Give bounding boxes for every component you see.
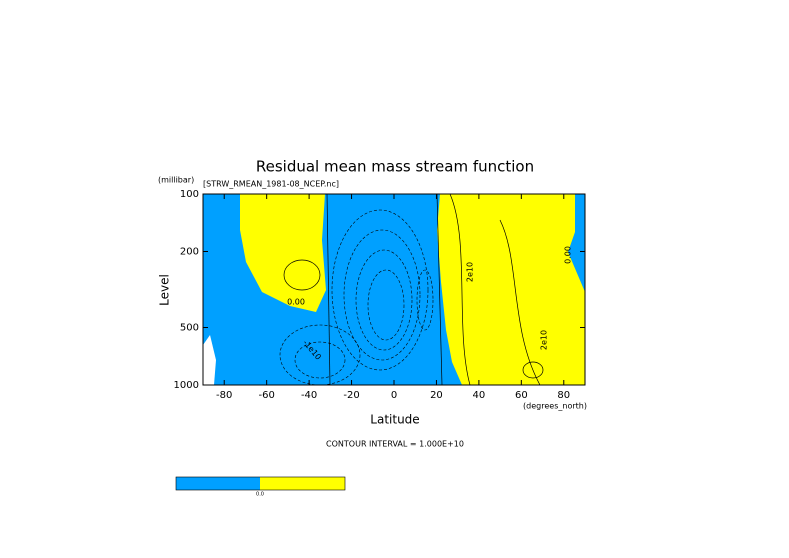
- colorbar-frame: [175, 476, 346, 491]
- x-axis-label: Latitude: [370, 413, 419, 427]
- positive-region: [437, 194, 585, 385]
- contour-lines: [283, 194, 544, 385]
- colorbar-negative: [176, 477, 260, 490]
- y-axis-label: Level: [158, 274, 172, 306]
- x-tick-label: 60: [515, 390, 528, 401]
- x-tick-label: 40: [473, 390, 486, 401]
- x-tick-label: -60: [258, 390, 274, 401]
- subtitle: [STRW_RMEAN_1981-08_NCEP.nc]: [203, 180, 339, 189]
- x-tick-label: -40: [301, 390, 317, 401]
- x-tick-label: 0: [391, 390, 397, 401]
- chart-title: Residual mean mass stream function: [256, 158, 534, 176]
- contour-label: 2e10: [466, 262, 475, 282]
- contour-field: [203, 194, 585, 385]
- contour-label: 0.00: [564, 246, 573, 264]
- x-unit: (degrees_north): [523, 402, 587, 411]
- colorbar-label: 0.0: [256, 492, 264, 498]
- x-tick-label: -20: [343, 390, 359, 401]
- positive-region: [240, 194, 326, 312]
- missing-region: [203, 335, 216, 385]
- contour-label: 0.00: [287, 298, 305, 307]
- y-unit: (millibar): [158, 176, 194, 185]
- x-tick-label: 80: [557, 390, 570, 401]
- x-tick-label: -80: [216, 390, 232, 401]
- contour-label: 2e10: [540, 330, 549, 350]
- y-tick-label: 100: [180, 189, 199, 200]
- contour-interval: CONTOUR INTERVAL = 1.000E+10: [326, 440, 464, 449]
- colorbar-positive: [260, 477, 345, 490]
- y-tick-label: 1000: [174, 380, 199, 391]
- y-tick-label: 500: [180, 323, 199, 334]
- y-tick-label: 200: [180, 246, 199, 257]
- x-tick-label: 20: [430, 390, 443, 401]
- negative-contours: [279, 209, 434, 385]
